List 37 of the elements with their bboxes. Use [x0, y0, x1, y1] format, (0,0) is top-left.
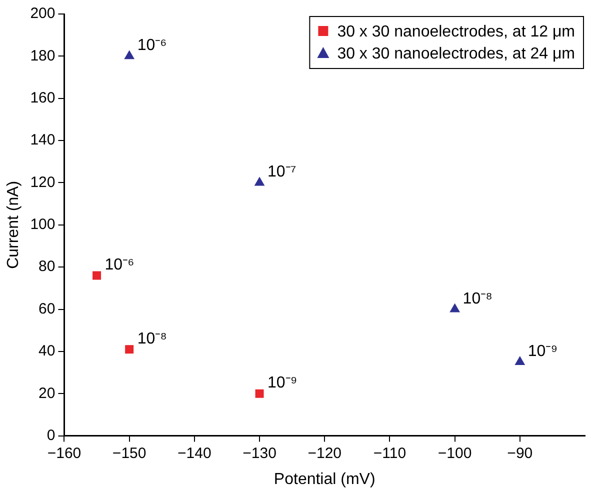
- point: [92, 271, 102, 280]
- y-tick-label: 180: [30, 47, 56, 64]
- annotation: 10⁻⁷: [268, 164, 296, 181]
- x-tick-label: −110: [373, 444, 406, 462]
- point: [514, 356, 526, 365]
- annotation: 10⁻⁶: [137, 37, 167, 54]
- y-tick-label: 0: [46, 426, 56, 444]
- y-tick-label: 60: [38, 300, 56, 318]
- y-tick-label: 40: [38, 342, 56, 360]
- annotation: 10⁻⁸: [462, 290, 492, 308]
- x-tick-label: −90: [507, 444, 533, 462]
- point: [255, 389, 264, 398]
- point: [124, 50, 135, 60]
- y-tick-label: 200: [30, 5, 56, 22]
- y-tick-label: 80: [38, 258, 56, 276]
- point: [254, 176, 265, 186]
- annotation: 10⁻⁹: [268, 374, 298, 392]
- x-tick-label: −130: [242, 444, 276, 462]
- annotation: 10⁻⁹: [528, 342, 558, 360]
- legend-label: 30 x 30 nanoelectrodes, at 12 μm: [337, 23, 575, 40]
- legend-label: 30 x 30 nanoelectrodes, at 24 μm: [337, 45, 575, 62]
- x-tick-label: −160: [47, 444, 82, 462]
- annotation: 10⁻⁶: [104, 256, 134, 274]
- point: [125, 345, 134, 354]
- y-tick-label: 140: [30, 132, 56, 149]
- annotation: 10⁻⁸: [137, 330, 167, 348]
- x-tick-label: −140: [178, 444, 212, 462]
- x-axis-title: Potential (mV): [274, 470, 376, 488]
- x-tick-label: −120: [308, 444, 342, 462]
- y-tick-label: 20: [38, 384, 56, 402]
- x-tick-label: −100: [438, 444, 472, 462]
- y-tick-label: 100: [30, 216, 56, 234]
- y-axis-title: Current (nA): [5, 180, 22, 269]
- point: [450, 303, 460, 312]
- y-tick-label: 120: [30, 174, 56, 191]
- y-tick-label: 160: [30, 90, 56, 106]
- x-tick-label: −150: [112, 444, 146, 462]
